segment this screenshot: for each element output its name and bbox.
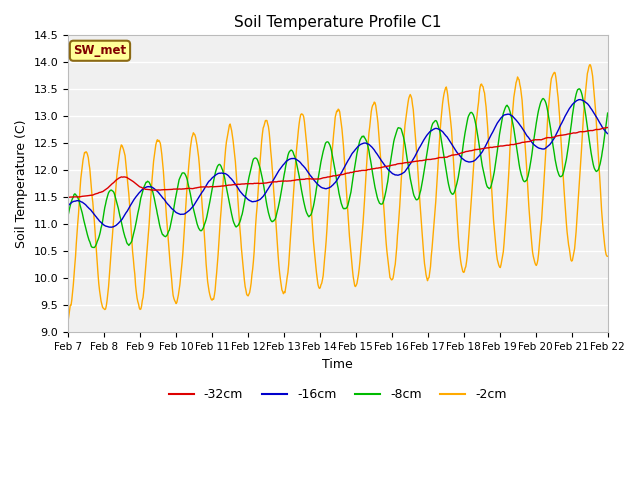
-16cm: [404, 165, 412, 170]
-8cm: [64, 213, 72, 218]
-16cm: [130, 196, 138, 202]
-32cm: [129, 179, 137, 184]
-16cm: [420, 137, 428, 143]
-32cm: [64, 194, 72, 200]
Legend: -32cm, -16cm, -8cm, -2cm: -32cm, -16cm, -8cm, -2cm: [164, 383, 512, 406]
Line: -16cm: -16cm: [68, 99, 607, 227]
-8cm: [575, 86, 583, 92]
-32cm: [74, 194, 82, 200]
-8cm: [604, 110, 611, 116]
-32cm: [419, 157, 427, 163]
Line: -32cm: -32cm: [68, 128, 607, 197]
-16cm: [64, 203, 72, 209]
-16cm: [214, 171, 221, 177]
-2cm: [64, 319, 72, 324]
X-axis label: Time: Time: [323, 358, 353, 371]
Text: SW_met: SW_met: [74, 44, 127, 57]
-8cm: [404, 161, 412, 167]
-32cm: [403, 160, 411, 166]
-32cm: [604, 125, 611, 131]
-2cm: [212, 270, 220, 276]
-8cm: [74, 195, 82, 201]
-8cm: [90, 245, 98, 251]
-16cm: [74, 198, 82, 204]
Title: Soil Temperature Profile C1: Soil Temperature Profile C1: [234, 15, 442, 30]
Line: -2cm: -2cm: [68, 65, 607, 322]
Y-axis label: Soil Temperature (C): Soil Temperature (C): [15, 120, 28, 248]
Line: -8cm: -8cm: [68, 89, 607, 248]
-2cm: [74, 220, 82, 226]
-16cm: [604, 131, 611, 136]
-32cm: [212, 183, 220, 189]
-16cm: [576, 96, 584, 102]
-16cm: [185, 208, 193, 214]
-2cm: [604, 253, 611, 259]
-2cm: [184, 171, 192, 177]
-8cm: [185, 184, 193, 190]
-2cm: [129, 256, 137, 262]
-32cm: [184, 186, 192, 192]
-2cm: [403, 105, 411, 111]
-8cm: [214, 164, 221, 169]
-16cm: [107, 224, 115, 230]
-2cm: [586, 62, 593, 68]
-2cm: [419, 242, 427, 248]
-8cm: [420, 170, 428, 176]
-8cm: [130, 229, 138, 235]
